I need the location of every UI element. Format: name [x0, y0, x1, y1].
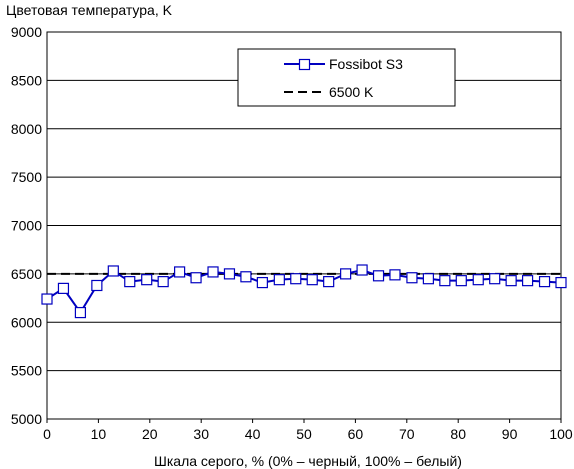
data-point [157, 276, 169, 288]
data-point [41, 293, 53, 305]
data-point [439, 275, 451, 287]
x-tick-label: 50 [296, 426, 312, 442]
x-tick-label: 20 [142, 426, 158, 442]
plot-frame [46, 31, 562, 420]
x-tick-label: 30 [193, 426, 209, 442]
legend-box [237, 48, 456, 107]
data-point [505, 275, 517, 287]
data-point [538, 276, 551, 288]
data-point [455, 275, 467, 287]
data-point [74, 306, 87, 319]
y-tick-label: 7500 [11, 169, 42, 185]
y-axis-tick-labels: 5000 5500 6000 6500 7000 7500 8000 8500 9000 [11, 24, 42, 427]
y-tick-label: 8500 [11, 72, 42, 88]
series-line-fossibot [46, 268, 562, 315]
y-tick-label: 5000 [11, 411, 42, 427]
data-point [489, 273, 501, 285]
data-point [472, 274, 484, 286]
data-point [406, 272, 418, 284]
data-point [57, 282, 70, 294]
x-tick-label: 0 [43, 426, 51, 442]
x-tick-label: 10 [91, 426, 107, 442]
legend-label-6500k: 6500 K [329, 84, 374, 100]
data-point [273, 274, 285, 286]
data-point [422, 273, 434, 285]
x-tick-label: 70 [399, 426, 415, 442]
x-tick-label: 90 [502, 426, 518, 442]
data-point [91, 279, 103, 292]
y-tick-label: 8000 [11, 121, 42, 137]
legend: Fossibot S3 6500 K [237, 48, 456, 107]
chart-title: Цветовая температура, K [6, 2, 173, 18]
x-tick-label: 60 [348, 426, 364, 442]
data-point [306, 274, 318, 286]
data-point [141, 274, 153, 286]
data-point [190, 272, 202, 284]
legend-swatch-fossibot-marker [298, 58, 311, 71]
data-point [340, 268, 352, 280]
x-tick-label: 80 [450, 426, 466, 442]
data-point [356, 264, 368, 276]
y-tick-label: 5500 [11, 363, 42, 379]
x-tick-label: 100 [549, 426, 573, 442]
data-point [389, 269, 401, 281]
legend-label-fossibot: Fossibot S3 [329, 56, 403, 72]
y-tick-label: 6500 [11, 266, 42, 282]
y-tick-label: 7000 [11, 218, 42, 234]
data-point [174, 266, 186, 278]
data-point [372, 270, 385, 282]
x-axis-label: Шкала серого, % (0% – черный, 100% – бел… [154, 453, 462, 469]
x-axis-tick-labels: 0 10 20 30 40 50 60 70 80 90 100 [43, 426, 573, 442]
data-point [223, 268, 236, 280]
data-point [107, 265, 119, 277]
data-point [521, 275, 534, 287]
data-point [207, 266, 219, 278]
data-point [124, 276, 136, 288]
data-point [323, 276, 335, 288]
data-point [240, 271, 252, 283]
x-tick-label: 40 [245, 426, 261, 442]
series-layer [41, 264, 567, 319]
data-point [555, 276, 567, 289]
y-tick-label: 6000 [11, 314, 42, 330]
y-tick-label: 9000 [11, 24, 42, 40]
data-point [290, 273, 302, 285]
data-point [256, 276, 268, 289]
